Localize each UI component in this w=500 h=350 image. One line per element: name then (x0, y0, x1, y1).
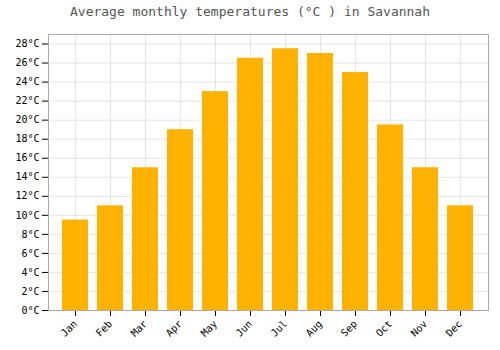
svg-text:4°C: 4°C (21, 267, 39, 278)
svg-text:20°C: 20°C (15, 114, 39, 125)
svg-text:2°C: 2°C (21, 286, 39, 297)
svg-text:24°C: 24°C (15, 76, 39, 87)
html-text:Average monthly temperatures (: Average monthly temperatures (°C ) in Sa… (70, 4, 430, 19)
svg-text:8°C: 8°C (21, 229, 39, 240)
svg-text:Oct: Oct (374, 318, 395, 339)
svg-text:Jun: Jun (234, 318, 255, 339)
svg-text:0°C: 0°C (21, 305, 39, 316)
svg-text:May: May (199, 318, 220, 339)
svg-text:22°C: 22°C (15, 95, 39, 106)
svg-text:26°C: 26°C (15, 57, 39, 68)
svg-text:28°C: 28°C (15, 38, 39, 49)
svg-text:Mar: Mar (129, 318, 150, 339)
svg-text:6°C: 6°C (21, 248, 39, 259)
svg-text:16°C: 16°C (15, 152, 39, 163)
svg-text:Feb: Feb (94, 318, 115, 339)
svg-text:Aug: Aug (304, 318, 325, 339)
svg-text:18°C: 18°C (15, 133, 39, 144)
svg-text:12°C: 12°C (15, 190, 39, 201)
svg-text:Jul: Jul (269, 318, 290, 339)
svg-text:Jan: Jan (59, 318, 80, 339)
svg-text:Apr: Apr (164, 318, 185, 339)
svg-text:10°C: 10°C (15, 210, 39, 221)
svg-text:Sep: Sep (339, 318, 360, 339)
svg-text:Dec: Dec (444, 318, 465, 339)
svg-text:14°C: 14°C (15, 171, 39, 182)
svg-text:Nov: Nov (409, 318, 430, 339)
